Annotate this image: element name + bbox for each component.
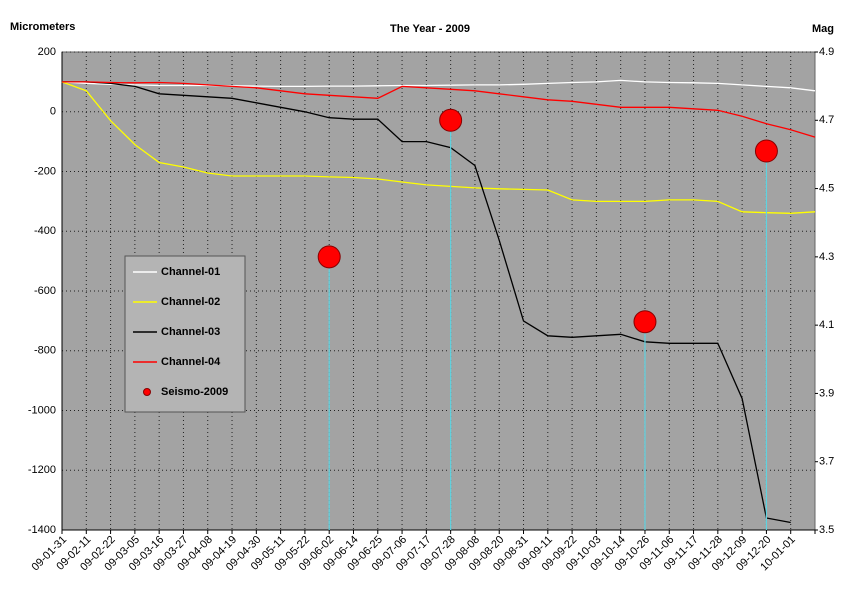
y-tick-label: 0 xyxy=(50,106,56,118)
y-tick-label: -800 xyxy=(34,345,56,357)
legend-marker xyxy=(143,388,151,396)
y2-tick-label: 4.1 xyxy=(819,319,834,331)
y-tick-label: -600 xyxy=(34,285,56,297)
legend xyxy=(124,255,246,413)
y-axis-label: Micrometers xyxy=(10,21,75,33)
y-tick-label: -1200 xyxy=(28,464,56,476)
series-line xyxy=(61,81,816,214)
y2-tick-label: 4.9 xyxy=(819,46,834,58)
marker xyxy=(754,139,778,163)
y-tick-label: -200 xyxy=(34,165,56,177)
y2-tick-label: 4.3 xyxy=(819,251,834,263)
series-line xyxy=(61,79,816,92)
y-tick-label: -1000 xyxy=(28,404,56,416)
y-tick-label: -1400 xyxy=(28,524,56,536)
marker xyxy=(633,310,657,334)
y2-tick-label: 3.5 xyxy=(819,524,834,536)
series-line xyxy=(62,81,816,138)
y2-tick-label: 3.7 xyxy=(819,456,834,468)
y2-tick-label: 3.9 xyxy=(819,387,834,399)
marker xyxy=(317,245,341,269)
y2-tick-label: 4.7 xyxy=(819,114,834,126)
legend-label: Channel-02 xyxy=(161,296,220,308)
legend-label: Channel-01 xyxy=(161,266,220,278)
legend-label: Channel-04 xyxy=(161,356,221,368)
y-tick-label: -400 xyxy=(34,225,56,237)
chart-title: The Year - 2009 xyxy=(390,23,470,35)
legend-label: Channel-03 xyxy=(161,326,220,338)
y2-tick-label: 4.5 xyxy=(819,182,834,194)
legend-label: Seismo-2009 xyxy=(161,386,228,398)
marker xyxy=(439,108,463,132)
y2-axis-label: Mag xyxy=(812,23,834,35)
y-tick-label: 200 xyxy=(38,46,56,58)
series-line xyxy=(62,81,791,524)
